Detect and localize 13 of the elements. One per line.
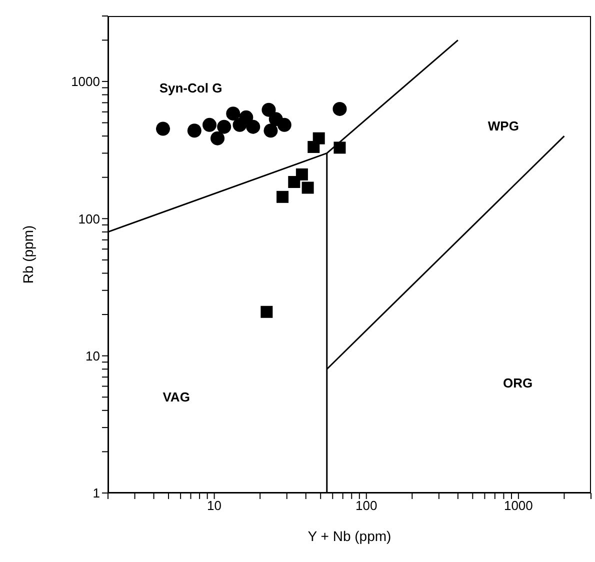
annotation: Syn-Col G <box>159 80 222 96</box>
annotation: ORG <box>503 375 533 390</box>
y-tick-label: 100 <box>78 211 100 226</box>
x-tick-label: 100 <box>356 498 378 514</box>
y-tick-label: 1 <box>92 486 100 501</box>
x-tick-label: 10 <box>207 498 222 514</box>
x-axis-title: Y + Nb (ppm) <box>308 528 392 544</box>
y-tick-label: 10 <box>86 348 100 364</box>
y-tick-label: 1000 <box>71 74 100 90</box>
annotation: VAG <box>162 390 190 404</box>
y-axis-title: Rb (ppm) <box>20 225 36 284</box>
x-tick-label: 1000 <box>504 498 533 514</box>
annotation: WPG <box>488 118 519 134</box>
